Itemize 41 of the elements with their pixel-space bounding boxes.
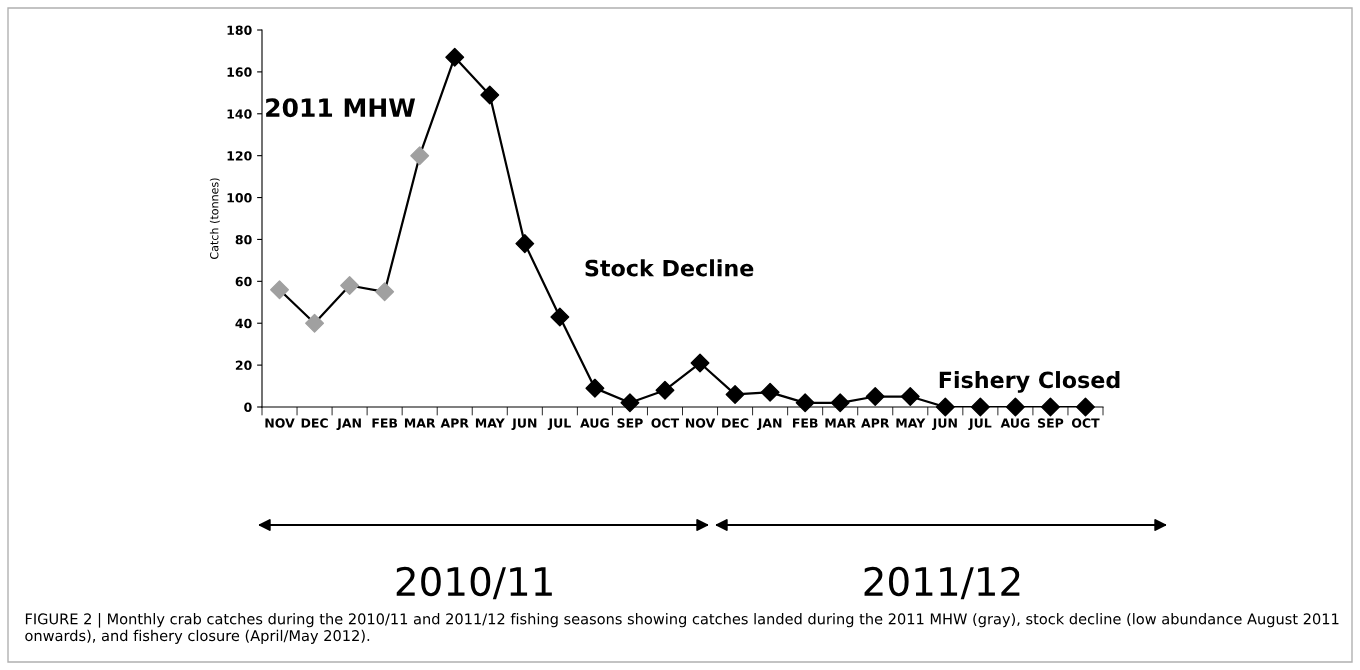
x-tick-label: JUL [968,418,992,431]
x-tick-label: MAR [825,418,856,428]
x-tick-label: JAN [757,418,782,431]
y-tick-label: 40 [235,318,252,329]
x-tick-label: MAY [475,418,505,428]
x-tick-label: OCT [1071,418,1100,428]
x-tick-label: JUL [547,418,571,431]
x-tick-label: OCT [651,418,680,428]
x-tick-label: APR [440,418,469,428]
x-tick-label: NOV [265,418,295,428]
text: 2010/11 [396,566,552,600]
y-tick-label: 180 [227,25,252,35]
x-tick-label: DEC [301,418,328,428]
y-tick-label: 100 [227,193,252,203]
caption: FIGURE 2 | Monthly crab catches during the 2010/11 and 2011/12 fishing seasons showing catches landed during the 2011 MHW (gray), stock decline (low abundance August 2011 onwards), and fishery closure (April/May 2012). [25,613,1339,644]
x-tick-label: SEP [1037,418,1064,428]
y-axis-title: Catch (tonnes) [209,178,220,259]
x-tick-label: MAY [896,418,926,428]
x-tick-label: APR [861,418,890,428]
x-tick-label: SEP [617,418,643,428]
y-tick-label: 80 [235,234,252,245]
x-tick-label: FEB [372,418,398,428]
x-tick-label: AUG [580,418,609,428]
x-tick-label: AUG [1000,418,1030,428]
x-tick-label: FEB [792,418,818,428]
y-tick-label: 60 [235,276,252,287]
text: 2011/12 [864,566,1020,600]
y-tick-label: 0 [244,402,252,412]
annotation: Stock Decline [585,259,754,277]
x-tick-label: JUN [931,418,957,431]
x-tick-label: MAR [404,418,436,428]
x-tick-label: JAN [336,418,361,431]
y-tick-label: 20 [235,360,252,371]
x-tick-label: DEC [722,418,749,428]
x-tick-label: NOV [685,418,716,428]
annotation: Fishery Closed [939,371,1120,393]
y-tick-label: 140 [227,109,252,119]
annotation: 2011 MHW [266,98,416,118]
y-tick-label: 160 [227,67,252,77]
y-tick-label: 120 [227,151,252,161]
x-tick-label: JUN [511,418,537,431]
